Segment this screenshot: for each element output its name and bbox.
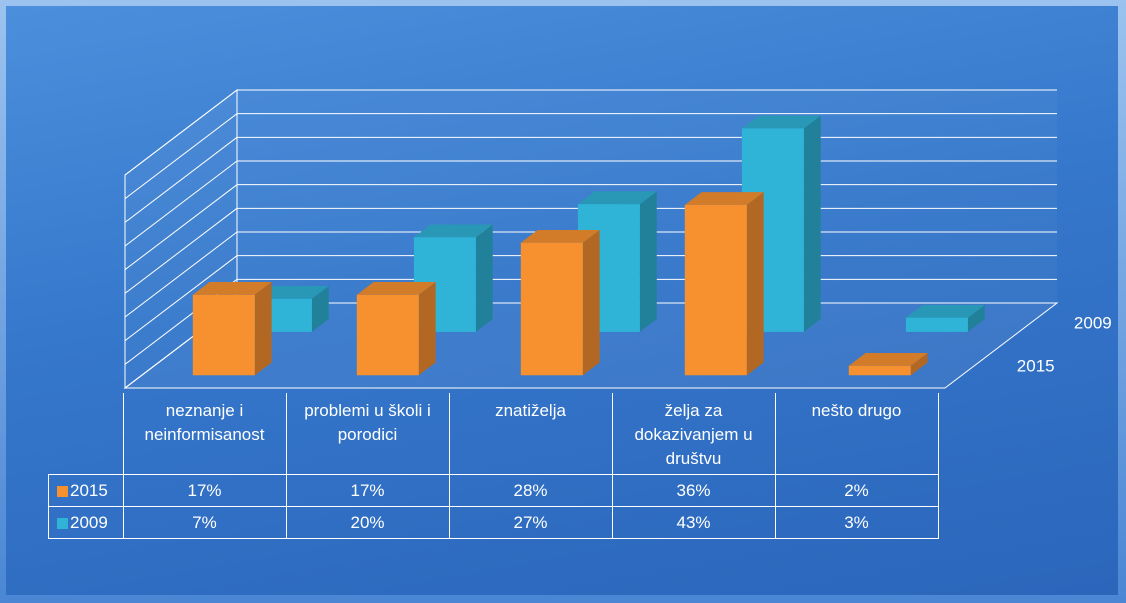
bar-front [905,317,968,332]
bar-top [356,282,436,295]
grid-line [124,160,238,247]
legend-swatch [57,485,68,497]
value-label: 3% [774,506,939,539]
bar-side [582,229,600,376]
value-label: 36% [611,474,776,507]
value-label: 17% [285,474,450,507]
grid-line [124,136,238,223]
legend-entry: 2009 [48,506,124,539]
bar-front [356,294,419,376]
category-label: neznanje i neinformisanost [122,393,287,475]
grid-line [124,255,238,342]
bar-side [311,286,329,332]
bar-top [741,115,821,129]
bar [684,192,764,376]
value-label: 17% [122,474,287,507]
bar [520,229,600,376]
bar-side [254,282,272,376]
bar-side [967,304,985,332]
bar-side [910,353,928,376]
bar-front [520,242,583,376]
bar [905,304,985,332]
bar-side [746,192,764,376]
bar-top [413,224,493,238]
legend-entry: 2015 [48,474,124,507]
category-label: znatiželja [448,393,613,475]
category-label: želja za dokazivanjem u društvu [611,393,776,475]
value-label: 43% [611,506,776,539]
bar [848,353,928,376]
series-row: 2009 7% 20% 27% 43% 3% [48,506,939,539]
grid-line [124,184,238,271]
depth-label: 2009 [1074,313,1112,332]
depth-label: 2015 [1017,357,1055,376]
bar [192,282,272,376]
series-row: 2015 17% 17% 28% 36% 2% [48,474,939,507]
grid-line [124,89,238,176]
header-row: neznanje i neinformisanost problemi u ško… [48,393,939,475]
corner-cell [48,393,124,475]
bar-top [577,191,657,205]
data-table: neznanje i neinformisanost problemi u ško… [48,393,939,539]
grid-line [124,113,238,200]
bar-top [848,353,928,366]
bar-front [192,294,255,376]
bar [356,282,436,376]
grid-line [124,231,238,318]
legend-label: 2015 [70,480,108,500]
bar-side [418,282,436,376]
value-label: 2% [774,474,939,507]
bar-top [192,282,272,295]
bar-side [639,191,657,332]
bar-side [803,115,821,332]
value-label: 20% [285,506,450,539]
bar-side [475,224,493,332]
category-label: problemi u školi i porodici [285,393,450,475]
bar-front [848,365,911,376]
category-label: nešto drugo [774,393,939,475]
value-label: 7% [122,506,287,539]
value-label: 28% [448,474,613,507]
bar-top [684,192,764,205]
grid-line [124,207,238,294]
bar-top [905,304,985,318]
legend-swatch [57,517,68,529]
value-label: 27% [448,506,613,539]
legend-label: 2009 [70,512,108,532]
bar-top [520,229,600,243]
bar-front [684,204,747,376]
